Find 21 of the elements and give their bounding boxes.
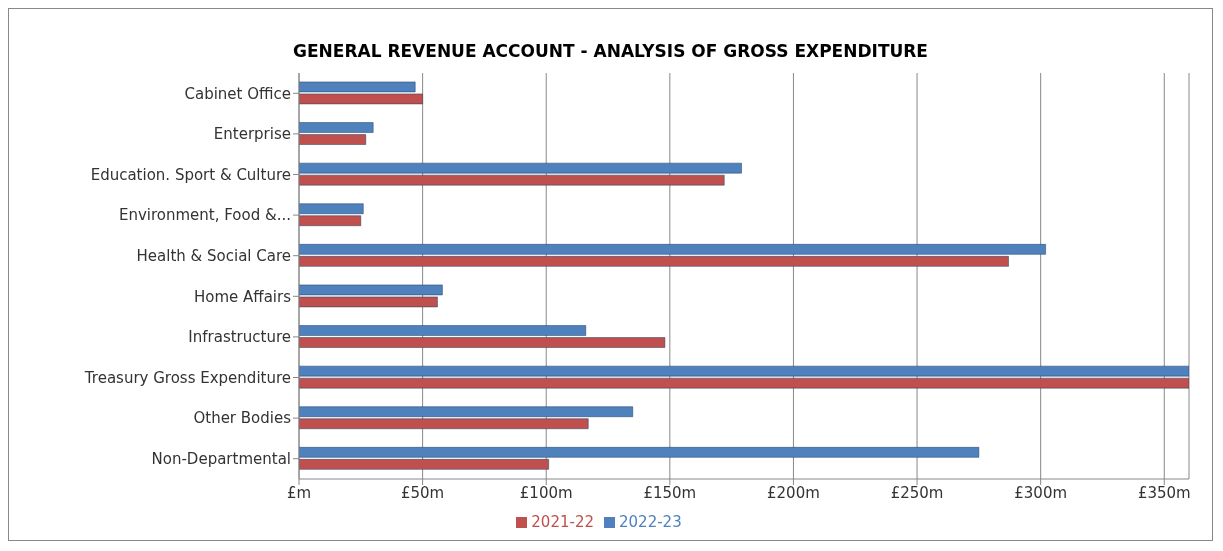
x-tick-label: £150m (643, 483, 697, 502)
chart-title: GENERAL REVENUE ACCOUNT - ANALYSIS OF GROSS EXPENDITURE (292, 41, 929, 63)
y-tick-label: Health & Social Care (136, 247, 291, 266)
x-tick-label: £250m (890, 483, 944, 502)
y-tick-label: Home Affairs (193, 287, 292, 306)
x-tick-label: £300m (1014, 483, 1068, 502)
y-tick-label: Treasury Gross Expenditure (83, 368, 291, 387)
x-tick-label: £m (286, 483, 312, 502)
y-tick-label: Other Bodies (193, 409, 292, 428)
y-tick-label: Infrastructure (188, 328, 291, 347)
x-tick-label: £100m (519, 483, 573, 502)
x-tick-label: £50m (400, 483, 445, 502)
y-tick-label: Cabinet Office (184, 84, 291, 103)
y-tick-label: Enterprise (213, 125, 291, 144)
y-tick-label: Environment, Food &... (118, 206, 291, 225)
y-tick-label: Education. Sport & Culture (90, 165, 291, 184)
legend-label: 2022-23 (619, 513, 682, 531)
x-tick-label: £200m (767, 483, 820, 502)
y-tick-label: Non-Departmental (151, 450, 291, 469)
legend-label: 2021-22 (531, 513, 594, 531)
x-tick-label: £350m (1137, 483, 1191, 502)
